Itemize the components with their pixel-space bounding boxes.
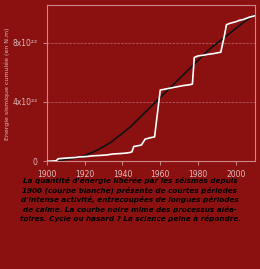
Text: La quantité d'énergie libérée par les séismes depuis
1900 (courbe blanche) prése: La quantité d'énergie libérée par les sé… — [20, 177, 241, 222]
Y-axis label: Energie sismique cumulée (en N.m): Energie sismique cumulée (en N.m) — [4, 27, 10, 140]
